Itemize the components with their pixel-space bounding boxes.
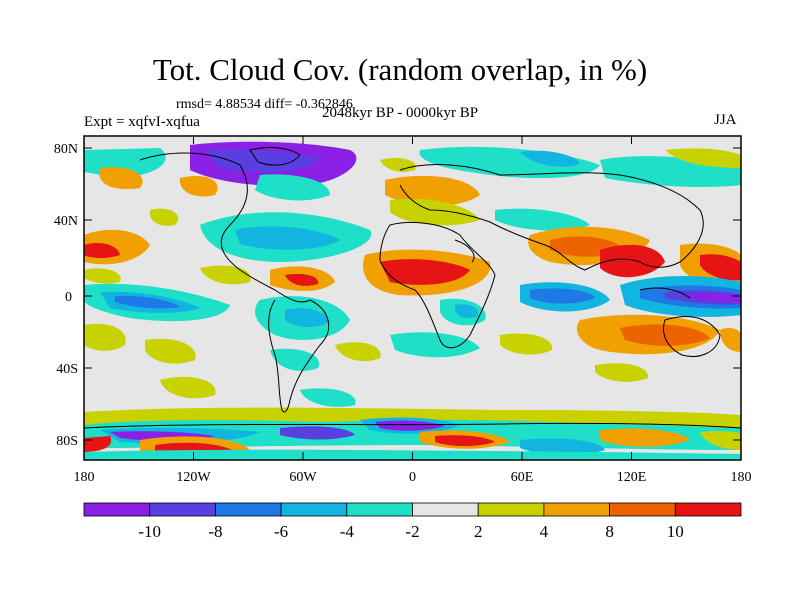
colorbar-swatch xyxy=(83,502,151,517)
colorbar-swatch xyxy=(214,502,282,517)
colorbar-label: 2 xyxy=(474,522,483,541)
lat-tick-label: 0 xyxy=(65,290,72,305)
lon-tick-label: 120W xyxy=(176,470,211,485)
lon-tick-label: 180 xyxy=(731,470,752,485)
lat-tick-label: 40S xyxy=(56,362,78,377)
period-label: 2048kyr BP - 0000kyr BP xyxy=(322,105,479,121)
map-title: Tot. Cloud Cov. (random overlap, in %) xyxy=(152,52,648,87)
colorbar-label: -6 xyxy=(274,522,288,541)
colorbar-label: -10 xyxy=(138,522,161,541)
colorbar-swatch xyxy=(609,502,676,517)
lon-tick-label: 0 xyxy=(409,470,416,485)
colorbar-label: -8 xyxy=(208,522,222,541)
colorbar-label: -4 xyxy=(340,522,355,541)
experiment-label: Expt = xqfvI-xqfua xyxy=(84,114,200,130)
colorbar-label: 4 xyxy=(540,522,549,541)
lat-tick-label: 40N xyxy=(54,214,78,229)
colorbar-swatch xyxy=(280,502,348,517)
anomaly-field xyxy=(84,136,741,460)
lat-tick-label: 80S xyxy=(56,434,78,449)
colorbar-swatch xyxy=(543,502,611,517)
lon-tick-label: 180 xyxy=(74,470,95,485)
lat-tick-label: 80N xyxy=(54,142,78,157)
colorbar-swatch xyxy=(477,502,545,517)
colorbar-label: 8 xyxy=(605,522,614,541)
lon-tick-label: 60E xyxy=(511,470,534,485)
lon-axis: 180 120W 60W 0 60E 120E 180 xyxy=(74,136,752,485)
lon-tick-label: 60W xyxy=(289,470,317,485)
stats-line: rmsd= 4.88534 diff= -0.362846 xyxy=(176,97,353,112)
season-label: JJA xyxy=(714,112,737,128)
colorbar-label: 10 xyxy=(667,522,684,541)
lat-axis: 80N 40N 0 40S 80S xyxy=(54,142,741,449)
lon-tick-label: 120E xyxy=(617,470,647,485)
colorbar-label: -2 xyxy=(405,522,419,541)
colorbar-swatch xyxy=(674,502,742,517)
colorbar-swatch xyxy=(412,502,479,517)
colorbar-swatch xyxy=(149,502,216,517)
colorbar: -10 -8 -6 -4 -2 2 4 8 10 xyxy=(83,502,742,541)
coastlines xyxy=(84,147,741,429)
colorbar-swatch xyxy=(346,502,413,517)
